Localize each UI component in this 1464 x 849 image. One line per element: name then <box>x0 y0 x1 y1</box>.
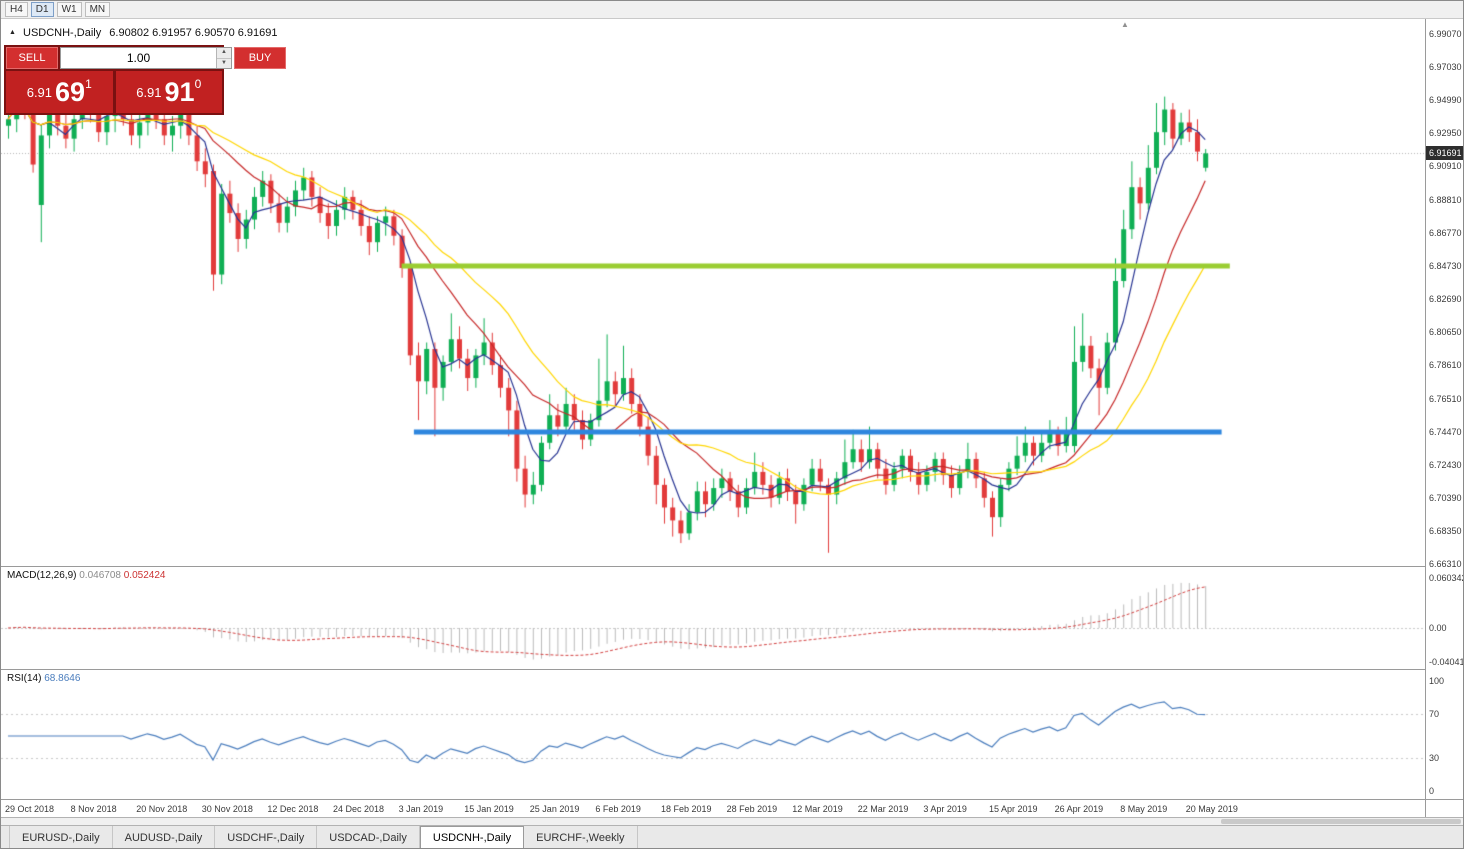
chart-symbol-period: USDCNH-,Daily <box>23 27 102 39</box>
chart-canvas[interactable] <box>1 19 1425 799</box>
rsi-axis-label: 30 <box>1429 753 1440 763</box>
rsi-panel-separator[interactable] <box>1 669 1463 670</box>
date-axis-label: 8 May 2019 <box>1120 804 1168 814</box>
price-axis-label: 6.76510 <box>1429 393 1462 404</box>
chart-tab-usdcnh-daily[interactable]: USDCNH-,Daily <box>419 826 525 848</box>
volume-spinner: ▲ ▼ <box>60 47 232 69</box>
timeframe-toolbar: H4 D1 W1 MN <box>1 1 1463 19</box>
rsi-axis-label: 70 <box>1429 709 1440 719</box>
bid-price-tile[interactable]: 6.91 69 1 <box>6 71 113 113</box>
date-axis-label: 12 Mar 2019 <box>792 804 843 814</box>
rsi-label: RSI(14) 68.8646 <box>7 673 80 684</box>
volume-decrease-button[interactable]: ▼ <box>217 58 231 68</box>
chart-tab-eurchf-weekly[interactable]: EURCHF-,Weekly <box>524 826 638 848</box>
ask-price-big-digits: 91 <box>164 76 195 107</box>
date-axis-label: 15 Jan 2019 <box>464 804 514 814</box>
macd-axis-label: 0.060342 <box>1429 572 1464 583</box>
timeframe-button-d1[interactable]: D1 <box>30 2 54 17</box>
timeframe-button-w1[interactable]: W1 <box>56 2 82 17</box>
ask-price-pip-digit: 0 <box>194 77 202 91</box>
date-axis-label: 30 Nov 2018 <box>201 804 253 814</box>
price-axis-label: 6.92950 <box>1429 128 1462 138</box>
chart-tab-audusd-daily[interactable]: AUDUSD-,Daily <box>113 826 216 848</box>
chart-tabs-bar: EURUSD-,Daily AUDUSD-,Daily USDCHF-,Daily U… <box>1 825 1463 848</box>
price-axis-label: 6.82690 <box>1429 293 1462 304</box>
date-axis-label: 12 Dec 2018 <box>267 804 319 814</box>
bid-price-prefix: 6.91 <box>26 84 53 100</box>
chart-window: ▲ USDCNH-,Daily 6.90802 6.91957 6.90570 … <box>1 19 1464 817</box>
rsi-value: 68.8646 <box>44 673 81 684</box>
price-axis-label: 6.88810 <box>1429 194 1462 205</box>
price-axis-label: 6.78610 <box>1429 359 1462 370</box>
price-axis-label: 6.97030 <box>1429 62 1462 72</box>
current-price-tag: 6.91691 <box>1426 146 1463 161</box>
macd-panel-separator[interactable] <box>1 566 1463 567</box>
rsi-name: RSI(14) <box>7 673 42 684</box>
date-axis-label: 3 Apr 2019 <box>923 804 967 814</box>
macd-label: MACD(12,26,9) 0.046708 0.052424 <box>7 570 165 581</box>
price-axis-label: 6.99070 <box>1429 29 1462 39</box>
date-axis-label: 3 Jan 2019 <box>398 804 444 814</box>
price-axis[interactable]: 6.91691 6.99070 6.97030 6.94990 6.92950 6.90… <box>1425 19 1464 817</box>
macd-axis-label: 0.00 <box>1429 623 1447 633</box>
bid-price-big-digits: 69 <box>55 76 86 107</box>
chart-shift-marker-icon[interactable]: ▲ <box>1121 20 1129 29</box>
chart-tab-eurusd-daily[interactable]: EURUSD-,Daily <box>9 826 113 848</box>
one-click-trading-panel: SELL ▲ ▼ BUY 6.91 69 1 6.91 <box>4 45 286 115</box>
date-axis[interactable]: 29 Oct 2018 8 Nov 2018 20 Nov 2018 30 Nov 2… <box>1 799 1463 817</box>
macd-signal-value: 0.052424 <box>123 570 166 581</box>
ask-price-tile[interactable]: 6.91 91 0 <box>115 71 222 113</box>
macd-axis-label: -0.040415 <box>1429 656 1463 667</box>
horizontal-scrollbar-thumb[interactable] <box>1221 819 1461 824</box>
date-axis-label: 22 Mar 2019 <box>857 804 909 814</box>
chart-tab-usdcad-daily[interactable]: USDCAD-,Daily <box>317 826 420 848</box>
price-axis-label: 6.70390 <box>1429 492 1462 503</box>
macd-main-value: 0.046708 <box>79 570 121 581</box>
price-axis-label: 6.80650 <box>1429 326 1462 337</box>
collapse-triangle-icon[interactable]: ▲ <box>9 29 16 36</box>
date-axis-label: 26 Apr 2019 <box>1054 804 1104 814</box>
volume-input[interactable] <box>61 48 216 68</box>
date-axis-label: 20 May 2019 <box>1185 804 1238 814</box>
macd-name: MACD(12,26,9) <box>7 570 77 581</box>
price-axis-label: 6.94990 <box>1429 95 1462 105</box>
price-axis-label: 6.68350 <box>1429 525 1462 536</box>
bid-price-pip-digit: 1 <box>85 77 92 91</box>
rsi-axis-label: 0 <box>1429 786 1435 796</box>
buy-button[interactable]: BUY <box>234 47 286 69</box>
chart-ohlc-values: 6.90802 6.91957 6.90570 6.91691 <box>109 27 278 39</box>
date-axis-label: 24 Dec 2018 <box>333 804 385 814</box>
volume-increase-button[interactable]: ▲ <box>217 48 231 59</box>
chart-title: ▲ USDCNH-,Daily 6.90802 6.91957 6.90570 … <box>9 27 278 39</box>
price-axis-label: 6.74470 <box>1429 426 1462 437</box>
price-axis-label: 6.86770 <box>1429 227 1462 238</box>
date-axis-label: 20 Nov 2018 <box>136 804 188 814</box>
date-axis-label: 6 Feb 2019 <box>595 804 641 814</box>
chart-tab-usdchf-daily[interactable]: USDCHF-,Daily <box>215 826 318 848</box>
price-axis-label: 6.84730 <box>1429 260 1462 271</box>
rsi-axis-label: 100 <box>1429 676 1445 686</box>
timeframe-button-mn[interactable]: MN <box>84 2 111 17</box>
date-axis-label: 18 Feb 2019 <box>661 804 712 814</box>
date-axis-label: 25 Jan 2019 <box>529 804 580 814</box>
date-axis-label: 29 Oct 2018 <box>5 804 55 814</box>
price-axis-label: 6.90910 <box>1429 161 1462 171</box>
price-axis-label: 6.66310 <box>1429 558 1462 569</box>
ask-price-prefix: 6.91 <box>136 84 162 100</box>
sell-button[interactable]: SELL <box>6 47 58 69</box>
price-axis-label: 6.72430 <box>1429 459 1462 470</box>
horizontal-scrollbar[interactable] <box>1 817 1463 825</box>
date-axis-label: 8 Nov 2018 <box>70 804 117 814</box>
volume-spin-controls: ▲ ▼ <box>216 48 231 68</box>
timeframe-button-h4[interactable]: H4 <box>5 2 28 17</box>
date-axis-label: 15 Apr 2019 <box>989 804 1038 814</box>
date-axis-label: 28 Feb 2019 <box>726 804 778 814</box>
